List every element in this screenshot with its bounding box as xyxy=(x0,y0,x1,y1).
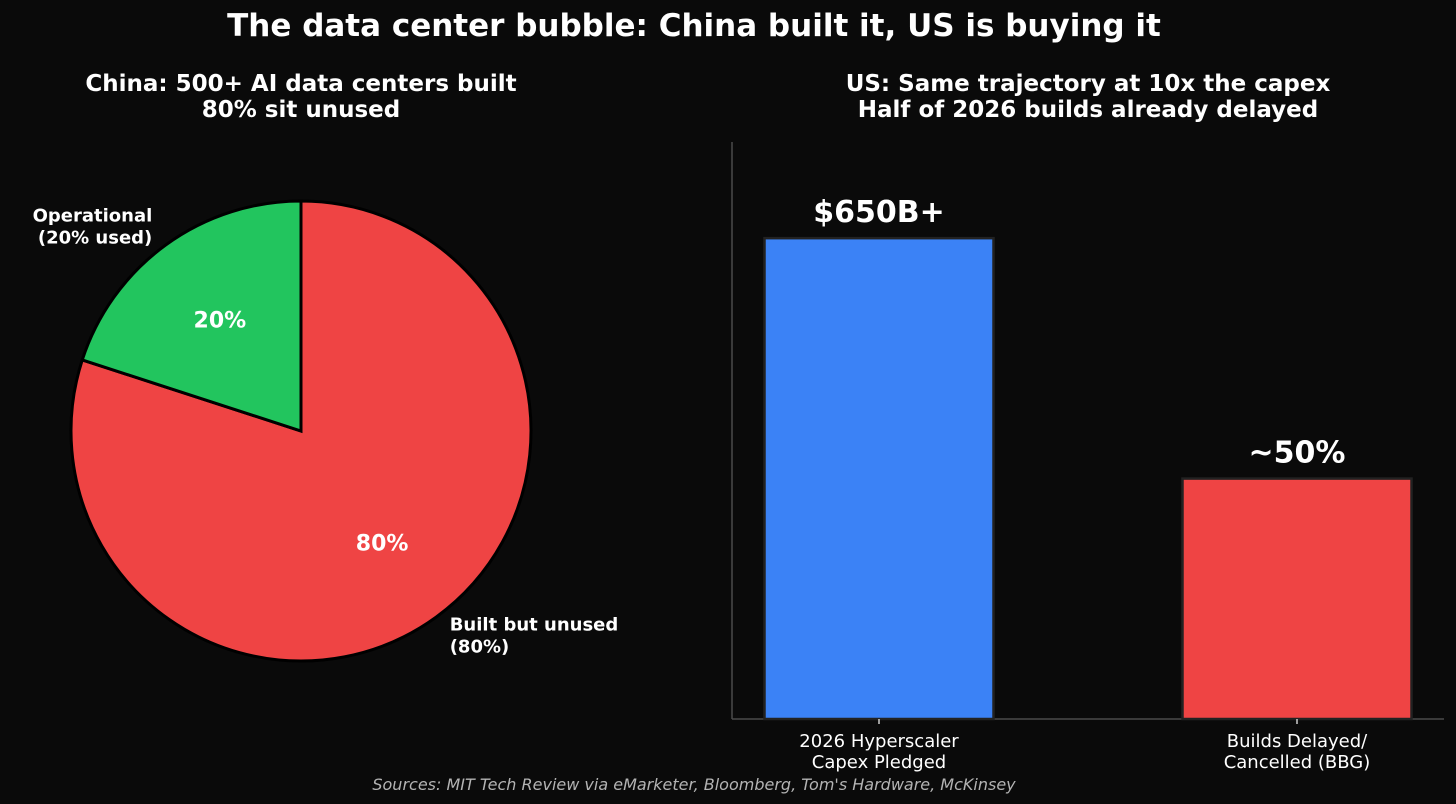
pie-slice-1-label: Operational (20% used) xyxy=(33,205,153,248)
x-tick-label-0: 2026 Hyperscaler Capex Pledged xyxy=(799,731,959,773)
pie-slice-1 xyxy=(80,199,303,434)
x-tick-label-1: Builds Delayed/Cancelled (BBG) xyxy=(1224,731,1371,773)
bar-1-value-label: ~50% xyxy=(1249,436,1346,471)
pie-slice-0-pct-label: 80% xyxy=(356,532,409,557)
pie-title-line-2: 80% sit unused xyxy=(201,97,401,123)
pie-slice-0-label: Built but unused (80%) xyxy=(450,615,619,658)
main-title: The data center bubble: China built it, … xyxy=(227,8,1161,44)
source-note: Sources: MIT Tech Review via eMarketer, … xyxy=(372,775,1016,794)
bar-0 xyxy=(763,236,995,721)
bar-0-value-label: $650B+ xyxy=(813,195,945,230)
pie-slice-0 xyxy=(69,199,533,663)
bar-chart: $650B+ 2026 Hyperscaler Capex Pledged ~50% B… xyxy=(731,142,1444,773)
pie-title-line-1: China: 500+ AI data centers built xyxy=(85,71,517,97)
bar-1 xyxy=(1181,477,1413,721)
pie-chart: 80% Built but unused (80%) 20% Operational (2… xyxy=(33,199,619,663)
bar-title-line-1: US: Same trajectory at 10x the capex xyxy=(845,71,1331,97)
bar-title-line-2: Half of 2026 builds already delayed xyxy=(857,97,1319,123)
pie-chart-title: China: 500+ AI data centers built 80% si… xyxy=(0,71,602,123)
bar-chart-title: US: Same trajectory at 10x the capex Hal… xyxy=(732,71,1444,123)
pie-slice-1-pct-label: 20% xyxy=(194,308,247,333)
